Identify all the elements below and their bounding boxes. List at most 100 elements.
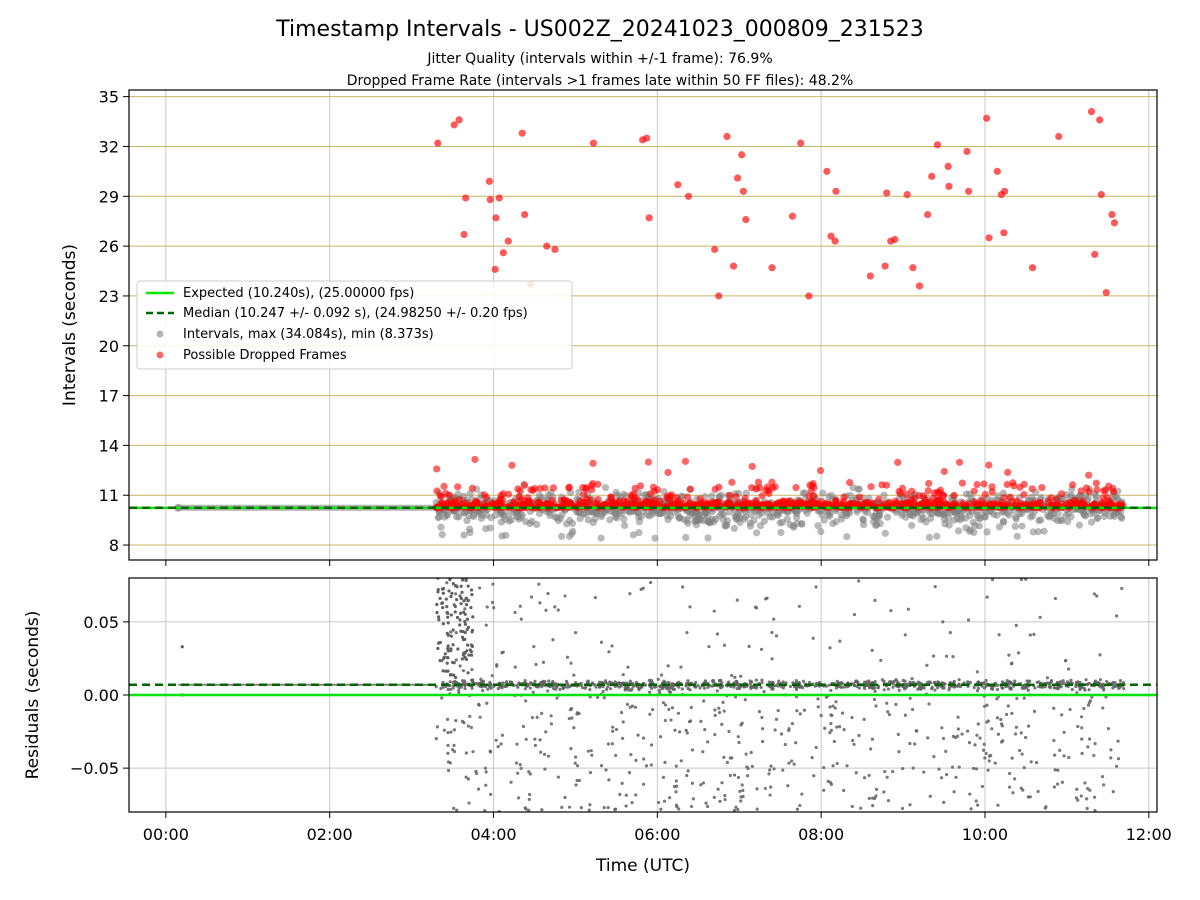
residual-point: [749, 685, 753, 689]
residual-point: [446, 760, 451, 764]
residual-point: [1084, 678, 1088, 682]
residual-point: [532, 645, 536, 649]
residual-point: [518, 604, 522, 608]
dropped-point: [1093, 486, 1101, 494]
residual-point: [459, 685, 463, 689]
residual-point: [960, 732, 964, 736]
residual-point: [542, 752, 547, 756]
residual-point: [464, 578, 468, 582]
residual-point: [1122, 687, 1126, 691]
residual-point: [812, 774, 816, 778]
residual-point: [649, 743, 654, 747]
residual-point: [867, 773, 871, 778]
residual-point: [471, 750, 475, 754]
residual-point: [838, 639, 842, 643]
residual-point: [770, 687, 774, 691]
residual-point: [738, 685, 742, 689]
residual-point: [650, 686, 654, 690]
residual-point: [774, 634, 779, 638]
dropped-outlier-13: [521, 210, 529, 219]
dropped-outlier-64: [1096, 116, 1104, 124]
interval-point: [610, 509, 619, 517]
dropped-point: [480, 500, 488, 508]
bottom-panel-residuals: 0.05 0.00 −0.05 00:00 02:00 04:00 06:00 08:00 10…: [70, 577, 1172, 844]
residual-point: [544, 608, 548, 612]
residual-point: [741, 788, 745, 793]
residual-point: [483, 809, 487, 812]
residual-point: [944, 749, 948, 753]
dropped-point: [588, 486, 596, 494]
residual-point: [925, 663, 929, 668]
residual-point: [551, 686, 556, 691]
residual-point: [1039, 685, 1043, 689]
dropped-outlier-54: [983, 114, 991, 122]
dropped-point: [832, 496, 840, 505]
residual-point: [1060, 780, 1064, 784]
legend-label-intervals: Intervals, max (34.084s), min (8.373s): [183, 327, 434, 342]
residual-point: [662, 799, 667, 803]
dropped-point: [1109, 484, 1117, 492]
interval-point: [837, 515, 846, 523]
residual-point: [816, 705, 820, 709]
residual-point: [767, 680, 771, 684]
residual-point: [795, 709, 799, 713]
residual-point: [513, 610, 517, 615]
dropped-outlier-38: [832, 187, 840, 195]
residual-point: [966, 729, 970, 733]
residual-point: [815, 682, 819, 686]
residual-point: [464, 603, 469, 607]
interval-point: [477, 514, 485, 522]
dropped-outlier-2: [455, 116, 463, 124]
residual-point: [658, 684, 662, 688]
interval-point: [716, 512, 724, 520]
residual-point: [712, 609, 716, 613]
residual-point: [445, 631, 449, 635]
dropped-outlier-65: [1097, 191, 1105, 199]
residual-point: [677, 685, 681, 689]
residual-point: [760, 739, 765, 744]
residual-point: [873, 689, 877, 693]
interval-point: [1016, 510, 1024, 518]
residual-point: [648, 690, 652, 694]
residual-point: [995, 697, 999, 701]
residual-point: [757, 710, 762, 714]
residual-point: [678, 730, 682, 734]
legend-swatch-dropped: [156, 351, 164, 359]
top-panel-intervals: 8 11 14 17 20 23 26 29 32 35: [99, 88, 1158, 566]
x-tick-label-0: 00:00: [143, 825, 189, 844]
residual-point: [1034, 761, 1039, 765]
dropped-outlier-6: [486, 196, 494, 204]
dropped-outlier-30: [742, 215, 750, 224]
residual-point: [564, 679, 569, 683]
residual-point: [1076, 724, 1080, 729]
residual-point: [838, 725, 842, 729]
residual-point: [1005, 678, 1009, 683]
dropped-outlier-16: [551, 245, 559, 254]
interval-point: [995, 523, 1004, 531]
residual-point: [589, 749, 593, 753]
residual-point: [762, 690, 766, 694]
dropped-point: [929, 494, 937, 503]
residual-point: [1014, 725, 1019, 729]
residual-point: [460, 657, 464, 661]
residual-point: [454, 680, 458, 684]
dropped-point: [1057, 490, 1066, 498]
residual-point: [588, 687, 592, 692]
residual-point: [730, 673, 734, 678]
residual-point: [685, 773, 689, 778]
residual-point: [457, 688, 461, 692]
residual-point: [968, 792, 972, 796]
residual-point: [674, 790, 678, 794]
residual-point: [509, 780, 513, 784]
residual-point: [478, 586, 482, 590]
residual-point: [435, 610, 439, 615]
residual-point: [1079, 715, 1084, 719]
residual-point: [1035, 680, 1039, 684]
residual-point: [667, 680, 671, 685]
chart-subtitle-jitter: Jitter Quality (intervals within +/-1 fr…: [426, 51, 772, 67]
residual-point: [629, 688, 633, 692]
residual-point: [667, 707, 671, 711]
dropped-outlier-21: [674, 181, 682, 189]
residual-point: [748, 679, 752, 683]
dropped-outlier-62: [1087, 107, 1096, 116]
